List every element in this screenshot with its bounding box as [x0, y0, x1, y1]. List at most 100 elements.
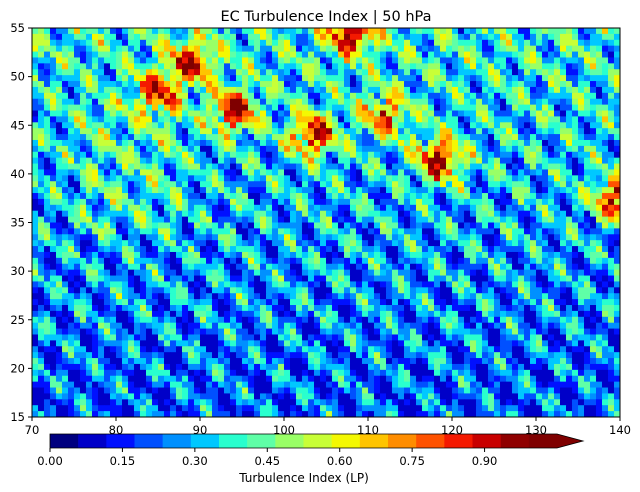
- field-cell: [434, 69, 441, 76]
- field-cell: [464, 134, 471, 141]
- field-cell: [422, 75, 429, 82]
- field-cell: [380, 134, 387, 141]
- field-cell: [338, 110, 345, 117]
- field-cell: [560, 75, 567, 82]
- field-cell: [158, 234, 165, 241]
- field-cell: [86, 210, 93, 217]
- field-cell: [482, 134, 489, 141]
- field-cell: [398, 210, 405, 217]
- field-cell: [524, 228, 531, 235]
- field-cell: [140, 139, 147, 147]
- field-cell: [572, 299, 579, 306]
- field-cell: [116, 204, 123, 212]
- field-cell: [218, 86, 225, 94]
- field-cell: [338, 116, 345, 123]
- field-cell: [188, 81, 195, 88]
- field-cell: [272, 216, 279, 223]
- field-cell: [512, 181, 519, 188]
- field-cell: [248, 139, 255, 147]
- field-cell: [488, 240, 495, 247]
- field-cell: [302, 69, 309, 76]
- field-cell: [506, 51, 513, 58]
- field-cell: [554, 216, 561, 223]
- field-cell: [284, 275, 291, 282]
- field-cell: [524, 257, 531, 265]
- field-cell: [344, 269, 351, 276]
- field-cell: [350, 275, 357, 282]
- field-cell: [188, 305, 195, 312]
- field-cell: [266, 287, 273, 294]
- field-cell: [314, 169, 321, 176]
- field-cell: [356, 169, 363, 176]
- field-cell: [62, 257, 69, 265]
- field-cell: [356, 269, 363, 276]
- field-cell: [224, 228, 231, 235]
- field-cell: [44, 69, 51, 76]
- field-cell: [290, 128, 297, 135]
- field-cell: [230, 151, 237, 159]
- field-cell: [578, 110, 585, 117]
- field-cell: [488, 281, 495, 288]
- field-cell: [50, 305, 57, 312]
- field-cell: [578, 275, 585, 282]
- field-cell: [338, 193, 345, 200]
- field-cell: [212, 145, 219, 153]
- field-cell: [326, 28, 333, 35]
- field-cell: [314, 198, 321, 206]
- field-cell: [470, 151, 477, 159]
- field-cell: [242, 139, 249, 147]
- field-cell: [344, 293, 351, 300]
- field-cell: [602, 187, 609, 194]
- field-cell: [578, 139, 585, 147]
- field-cell: [566, 33, 573, 41]
- field-cell: [50, 187, 57, 194]
- field-cell: [242, 275, 249, 282]
- field-cell: [200, 240, 207, 247]
- field-cell: [266, 57, 273, 64]
- field-cell: [254, 263, 261, 271]
- field-cell: [266, 222, 273, 229]
- field-cell: [146, 110, 153, 117]
- field-cell: [314, 246, 321, 253]
- field-cell: [122, 293, 129, 300]
- field-cell: [506, 110, 513, 117]
- field-cell: [494, 151, 501, 159]
- field-cell: [170, 322, 177, 329]
- field-cell: [488, 275, 495, 282]
- field-cell: [236, 92, 243, 100]
- field-cell: [512, 204, 519, 212]
- field-cell: [362, 310, 369, 318]
- field-cell: [536, 187, 543, 194]
- field-cell: [380, 116, 387, 123]
- field-cell: [572, 222, 579, 229]
- field-cell: [590, 110, 597, 117]
- field-cell: [170, 98, 177, 106]
- field-cell: [68, 305, 75, 312]
- field-cell: [422, 305, 429, 312]
- field-cell: [200, 263, 207, 271]
- field-cell: [116, 257, 123, 265]
- field-cell: [566, 193, 573, 200]
- field-cell: [242, 240, 249, 247]
- field-cell: [494, 86, 501, 94]
- field-cell: [506, 63, 513, 70]
- field-cell: [482, 204, 489, 212]
- field-cell: [464, 116, 471, 123]
- field-cell: [200, 169, 207, 176]
- field-cell: [398, 305, 405, 312]
- field-cell: [182, 175, 189, 182]
- field-cell: [38, 187, 45, 194]
- field-cell: [140, 57, 147, 64]
- field-cell: [362, 322, 369, 329]
- field-cell: [308, 33, 315, 41]
- field-cell: [506, 175, 513, 182]
- field-cell: [212, 257, 219, 265]
- field-cell: [422, 51, 429, 58]
- field-cell: [518, 293, 525, 300]
- field-cell: [458, 151, 465, 159]
- field-cell: [56, 33, 63, 41]
- field-cell: [566, 116, 573, 123]
- field-cell: [614, 275, 621, 282]
- field-cell: [530, 228, 537, 235]
- field-cell: [74, 104, 81, 111]
